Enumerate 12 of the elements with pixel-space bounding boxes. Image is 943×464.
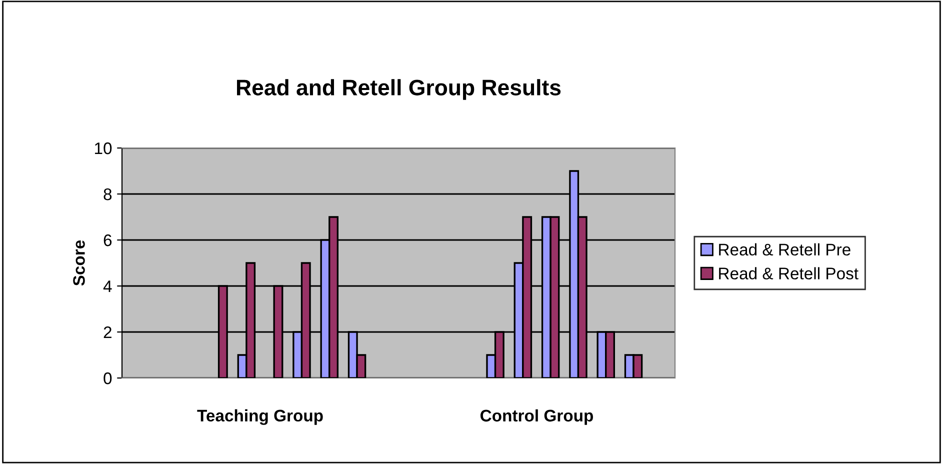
y-tick-label: 4 [103,280,112,292]
legend-label: Read & Retell Post [719,267,858,280]
y-tick-label: 2 [104,326,112,338]
chart-title: Read and Retell Group Results [237,79,561,100]
text: Teaching Group [197,409,323,425]
y-tick-label: 10 [95,142,112,154]
y-tick-label: 8 [104,188,112,200]
y-axis-title: Score [73,240,85,286]
y-tick-label: 6 [104,234,112,246]
y-tick-label: 0 [104,372,112,384]
legend-label: Read & Retell Pre [719,243,850,256]
text: Control Group [480,409,594,425]
